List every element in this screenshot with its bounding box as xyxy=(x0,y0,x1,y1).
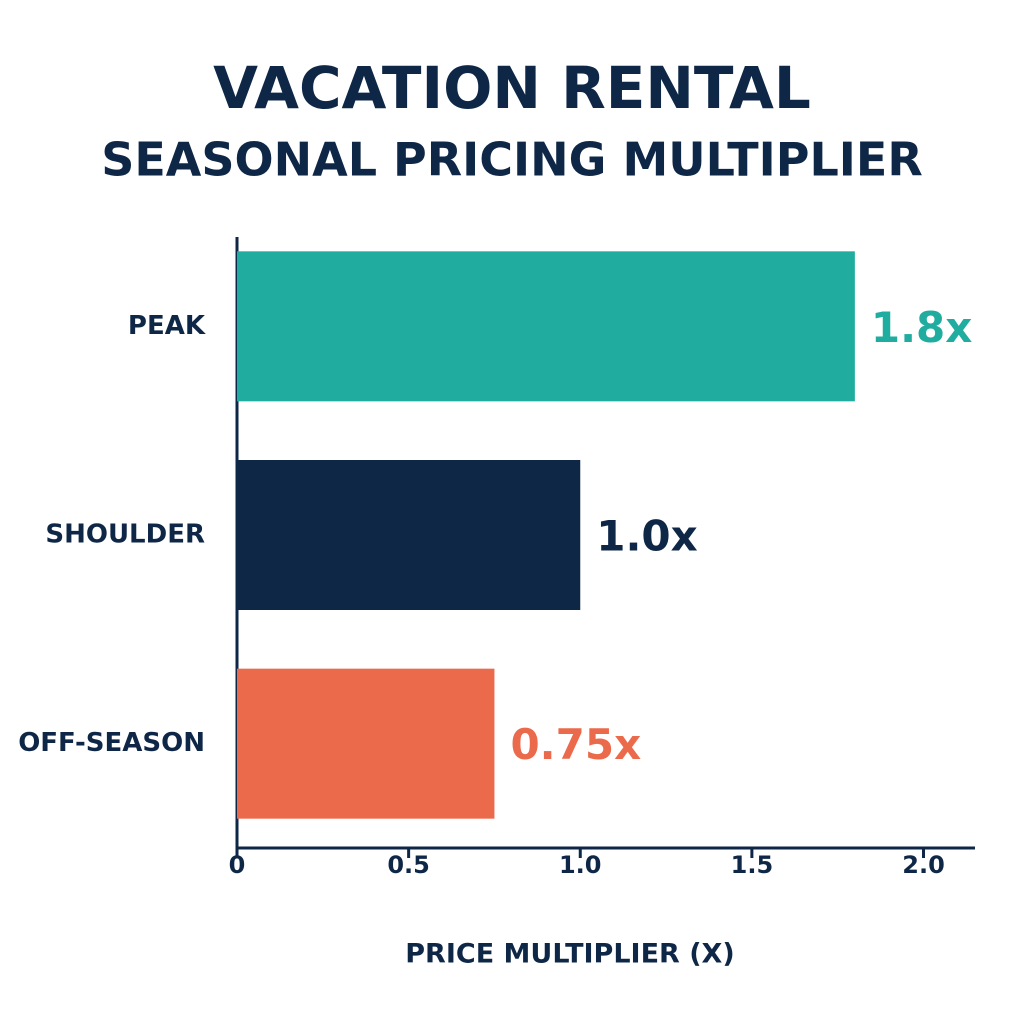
bar xyxy=(237,460,581,610)
value-label: 0.75x xyxy=(510,720,641,769)
value-label: 1.8x xyxy=(871,303,973,352)
value-label: 1.0x xyxy=(596,512,698,561)
x-tick-label: 2.0 xyxy=(902,851,945,879)
bar xyxy=(237,251,855,402)
x-tick-label: 0.5 xyxy=(387,851,430,879)
x-tick-label: 0 xyxy=(229,851,246,879)
x-tick-label: 1.5 xyxy=(731,851,774,879)
chart-title: VACATION RENTAL xyxy=(213,54,811,122)
bar xyxy=(237,668,495,819)
y-tick-label: PEAK xyxy=(128,311,206,341)
chart-subtitle: SEASONAL PRICING MULTIPLIER xyxy=(101,133,923,187)
x-axis-label: PRICE MULTIPLIER (X) xyxy=(405,939,734,970)
y-tick-label: SHOULDER xyxy=(45,520,205,550)
y-tick-label: OFF-SEASON xyxy=(18,728,205,758)
x-tick-label: 1.0 xyxy=(559,851,602,879)
